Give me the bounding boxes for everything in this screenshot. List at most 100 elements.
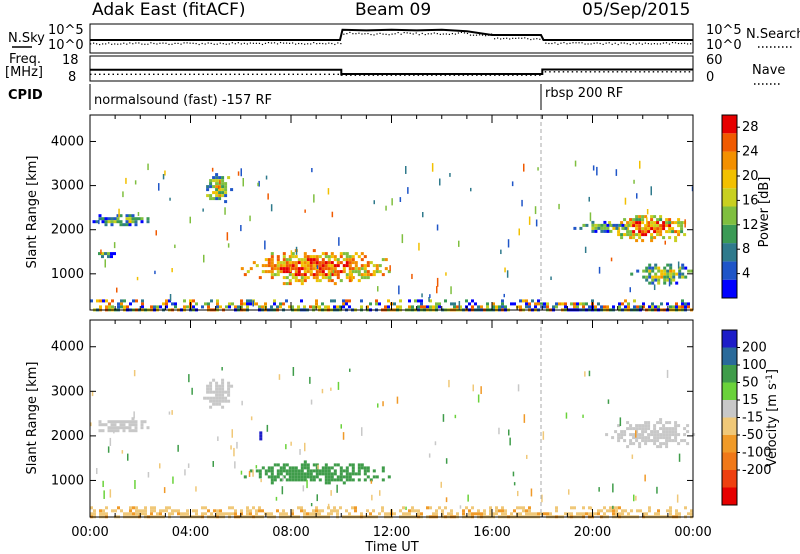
echo-cell (345, 299, 348, 303)
echo-cell (654, 266, 658, 270)
echo-cell (653, 224, 657, 228)
echo-cell (663, 281, 667, 285)
echo-cell (684, 302, 687, 306)
echo-cell (608, 221, 612, 225)
echo-cell (134, 429, 138, 433)
echo-speckle (607, 399, 610, 404)
velocity-colorbar-swatch (722, 400, 737, 418)
echo-cell (212, 378, 216, 382)
nsearch-point (105, 43, 107, 45)
echo-cell (656, 221, 660, 225)
echo-cell (351, 255, 355, 259)
echo-cell (567, 512, 570, 516)
echo-cell (210, 299, 213, 303)
echo-speckle (172, 476, 174, 484)
nsearch-point (596, 42, 598, 44)
echo-cell (294, 276, 298, 280)
echo-cell (666, 302, 669, 306)
echo-speckle (668, 278, 671, 287)
echo-cell (384, 267, 388, 271)
echo-cell (647, 439, 651, 443)
power-colorbar-tick-label: 12 (742, 218, 759, 233)
echo-cell (381, 506, 384, 510)
echo-cell (138, 509, 141, 513)
echo-cell (131, 417, 135, 421)
echo-cell (477, 509, 480, 513)
echo-cell (128, 423, 132, 427)
echo-cell (615, 226, 619, 230)
echo-cell (528, 302, 531, 306)
echo-speckle (646, 209, 649, 215)
echo-cell (261, 270, 265, 274)
echo-cell (653, 227, 657, 231)
echo-speckle (330, 490, 332, 496)
freq-label-bottom: [MHz] (5, 65, 43, 80)
echo-cell (300, 463, 304, 467)
echo-cell (638, 442, 642, 446)
echo-cell (471, 305, 474, 309)
echo-cell (183, 305, 186, 309)
echo-cell (647, 436, 651, 440)
echo-cell (104, 220, 108, 224)
echo-cell (677, 221, 681, 225)
echo-cell (690, 512, 693, 516)
echo-cell (212, 176, 216, 180)
echo-cell (411, 509, 414, 513)
echo-cell (120, 509, 123, 513)
echo-cell (321, 258, 325, 262)
echo-cell (671, 430, 675, 434)
echo-cell (339, 466, 343, 470)
echo-cell (606, 229, 610, 233)
echo-cell (282, 282, 286, 286)
echo-cell (669, 263, 673, 267)
echo-cell (246, 509, 249, 513)
echo-speckle (635, 430, 637, 438)
nsearch-point (273, 42, 276, 44)
echo-cell (675, 272, 679, 276)
nsearch-point (494, 38, 496, 40)
noise-panel: N.Sky 10^5 10^0 10^5 10^0 N.Search (8, 23, 800, 54)
echo-cell (288, 258, 292, 262)
echo-cell (644, 442, 648, 446)
echo-cell (681, 263, 685, 267)
echo-speckle (458, 240, 460, 247)
echo-speckle (285, 444, 287, 450)
echo-cell (204, 506, 207, 510)
power-colorbar-tick-label: 16 (742, 193, 759, 208)
echo-cell (297, 258, 301, 262)
echo-cell (327, 478, 331, 482)
echo-cell (321, 472, 325, 476)
echo-speckle (252, 469, 254, 477)
echo-cell (644, 224, 648, 228)
echo-cell (101, 252, 104, 256)
echo-cell (300, 506, 303, 510)
echo-cell (273, 299, 276, 303)
echo-cell (306, 469, 310, 473)
echo-cell (209, 399, 213, 403)
echo-cell (218, 197, 222, 201)
echo-cell (306, 255, 310, 259)
echo-cell (117, 305, 120, 309)
echo-cell (441, 512, 444, 516)
echo-speckle (224, 207, 226, 215)
echo-cell (306, 475, 310, 479)
echo-cell (312, 305, 315, 309)
echo-cell (420, 299, 423, 303)
echo-cell (387, 305, 390, 309)
power-colorbar-tick-label: 24 (742, 145, 759, 160)
echo-cell (450, 509, 453, 513)
echo-cell (330, 512, 333, 516)
echo-cell (351, 472, 355, 476)
echo-cell (510, 512, 513, 516)
echo-cell (159, 512, 162, 516)
echo-speckle (218, 185, 220, 190)
echo-cell (354, 270, 358, 274)
nsearch-point (509, 38, 511, 40)
nsearch-point (159, 42, 161, 44)
echo-cell (594, 226, 598, 230)
echo-cell (372, 475, 376, 479)
echo-cell (606, 305, 609, 309)
echo-cell (555, 305, 558, 309)
echo-cell (144, 506, 147, 510)
echo-cell (288, 264, 292, 268)
